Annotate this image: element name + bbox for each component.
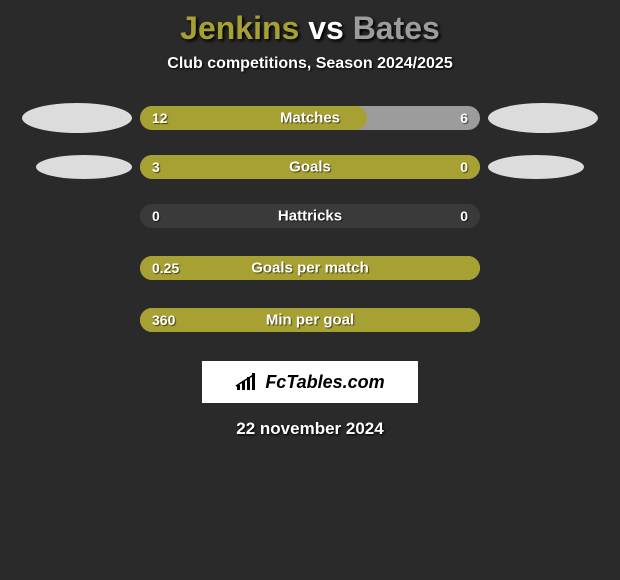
stat-label: Goals per match — [251, 260, 369, 277]
stat-row: 3 0 Goals — [10, 155, 610, 179]
stat-left-value: 3 — [152, 159, 160, 175]
title-player1: Jenkins — [180, 10, 299, 46]
date-text: 22 november 2024 — [0, 419, 620, 439]
stat-bar: 360 Min per goal — [140, 308, 480, 332]
fctables-logo: FcTables.com — [202, 361, 418, 403]
left-figure-ellipse — [22, 305, 132, 335]
title-player2: Bates — [353, 10, 440, 46]
stat-label: Min per goal — [266, 312, 354, 329]
stat-left-value: 12 — [152, 110, 168, 126]
left-figure-ellipse — [22, 103, 132, 133]
stat-row: 0 0 Hattricks — [10, 201, 610, 231]
right-figure-ellipse — [488, 201, 598, 231]
stat-right-value: 0 — [460, 159, 468, 175]
title-vs: vs — [308, 10, 344, 46]
stat-bar: 0 0 Hattricks — [140, 204, 480, 228]
stat-right-value: 6 — [460, 110, 468, 126]
right-figure-ellipse — [488, 305, 598, 335]
logo-text: FcTables.com — [265, 372, 384, 393]
stat-left-value: 0 — [152, 208, 160, 224]
left-figure-ellipse — [36, 155, 132, 179]
stat-row: 12 6 Matches — [10, 103, 610, 133]
stats-container: 12 6 Matches 3 0 Goals 0 0 Hattricks 0.25 Goals pe… — [0, 103, 620, 335]
stat-left-value: 0.25 — [152, 260, 179, 276]
bar-chart-icon — [235, 373, 259, 391]
stat-bar: 0.25 Goals per match — [140, 256, 480, 280]
right-figure-ellipse — [488, 155, 584, 179]
page-title: Jenkins vs Bates — [0, 0, 620, 47]
stat-right-value: 0 — [460, 208, 468, 224]
left-figure-ellipse — [22, 253, 132, 283]
left-figure-ellipse — [22, 201, 132, 231]
right-figure-ellipse — [488, 103, 598, 133]
subtitle: Club competitions, Season 2024/2025 — [0, 55, 620, 73]
stat-row: 0.25 Goals per match — [10, 253, 610, 283]
stat-label: Matches — [280, 110, 340, 127]
stat-row: 360 Min per goal — [10, 305, 610, 335]
stat-bar: 12 6 Matches — [140, 106, 480, 130]
stat-label: Goals — [289, 159, 331, 176]
stat-label: Hattricks — [278, 208, 342, 225]
stat-left-value: 360 — [152, 312, 175, 328]
stat-bar: 3 0 Goals — [140, 155, 480, 179]
right-figure-ellipse — [488, 253, 598, 283]
